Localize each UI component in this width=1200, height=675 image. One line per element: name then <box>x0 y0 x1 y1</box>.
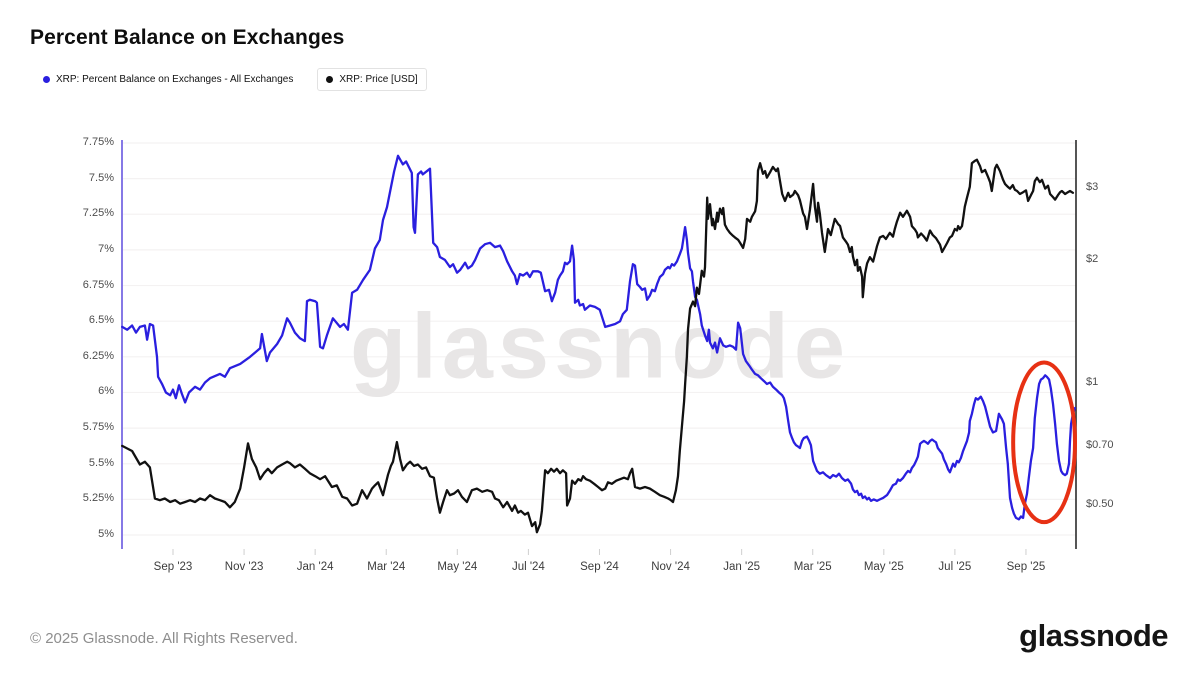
legend-item-balance[interactable]: XRP: Percent Balance on Exchanges - All … <box>35 69 301 90</box>
x-tick-label: Nov '24 <box>651 561 690 573</box>
legend-label-balance: XRP: Percent Balance on Exchanges - All … <box>56 74 294 85</box>
y-right-tick-label: $1 <box>1086 375 1099 388</box>
x-tick-label: Sep '24 <box>580 561 619 573</box>
y-right-tick-label: $3 <box>1086 181 1099 193</box>
y-left-tick-label: 6.5% <box>88 314 114 327</box>
y-left-tick-label: 7.25% <box>82 207 114 220</box>
x-tick-label: Sep '25 <box>1006 561 1046 573</box>
y-left-tick-label: 6% <box>98 385 114 398</box>
y-left-tick-label: 7% <box>98 242 114 255</box>
y-right-tick-label: $0.70 <box>1086 438 1114 451</box>
legend-item-price[interactable]: XRP: Price [USD] <box>317 68 427 91</box>
y-left-tick-label: 5.75% <box>82 421 114 434</box>
x-tick-label: Mar '25 <box>793 561 832 573</box>
y-right-tick-label: $2 <box>1086 252 1099 265</box>
series-line-price <box>121 158 1075 534</box>
x-tick-label: Mar '24 <box>367 561 406 573</box>
y-left-tick-label: 6.25% <box>82 349 114 362</box>
y-left-tick-label: 5.5% <box>88 456 114 469</box>
x-tick-label: Jan '25 <box>723 561 760 573</box>
y-left-tick-label: 7.5% <box>88 171 114 184</box>
x-tick-label: Jul '24 <box>511 561 545 573</box>
legend-label-price: XRP: Price [USD] <box>339 74 418 85</box>
legend-dot-black-icon <box>326 76 334 83</box>
x-tick-label: Nov '23 <box>224 561 264 573</box>
y-right-tick-label: $0.50 <box>1086 498 1114 511</box>
series-line-balance <box>121 154 1077 521</box>
copyright-text: © 2025 Glassnode. All Rights Reserved. <box>30 630 298 647</box>
x-tick-label: Jan '24 <box>296 561 334 573</box>
y-left-tick-label: 5.25% <box>82 492 114 505</box>
y-left-tick-label: 7.75% <box>82 136 114 148</box>
x-tick-label: Jul '25 <box>938 561 972 573</box>
chart-legend: XRP: Percent Balance on Exchanges - All … <box>35 68 427 91</box>
y-left-tick-label: 5% <box>98 527 114 540</box>
glassnode-logo: glassnode <box>1019 618 1168 653</box>
x-tick-label: May '25 <box>863 561 904 573</box>
y-left-tick-label: 6.75% <box>82 278 114 291</box>
page-title: Percent Balance on Exchanges <box>30 26 345 49</box>
x-tick-label: Sep '23 <box>153 561 193 573</box>
x-tick-label: May '24 <box>437 561 478 573</box>
legend-dot-blue-icon <box>43 76 50 83</box>
highlight-ellipse-annotation <box>1011 360 1078 525</box>
